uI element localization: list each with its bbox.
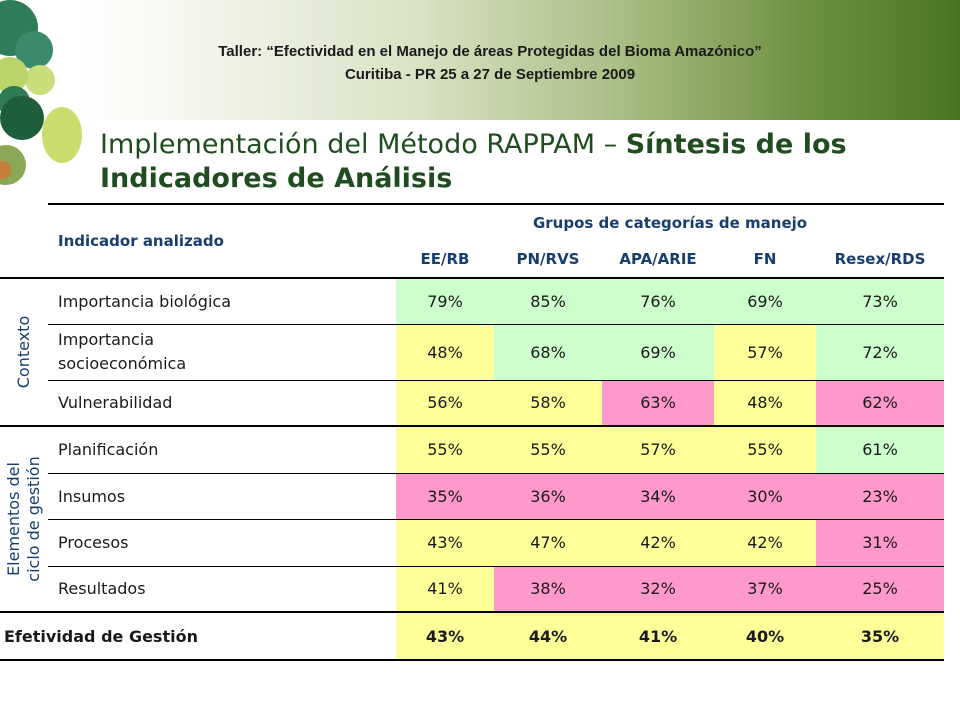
category-gestion-label: Elementos del ciclo de gestión [4, 456, 44, 581]
cell-value: 34% [602, 472, 714, 519]
cell-value: 85% [494, 277, 602, 324]
category-contexto-label: Contexto [14, 315, 33, 389]
cell-value: 55% [714, 425, 816, 473]
cell-value: 72% [816, 323, 945, 380]
column-header-row: EE/RB PN/RVS APA/ARIE FN Resex/RDS [0, 240, 944, 278]
cell-value: 38% [494, 565, 602, 612]
cell-value: 25% [816, 565, 945, 612]
cell-value: 37% [714, 565, 816, 612]
group-header: Grupos de categorías de manejo [396, 203, 945, 240]
cell-value: 42% [602, 518, 714, 566]
table-header-row: Indicador analizado Grupos de categorías… [0, 203, 945, 278]
cell-value: 36% [494, 472, 602, 519]
col-header-fn: FN [753, 249, 777, 268]
total-value: 43% [396, 611, 494, 661]
title-normal: Implementación del Método RAPPAM – [100, 129, 626, 160]
row-label: Insumos [48, 472, 396, 519]
total-row: Efetividad de Gestión 43% 44% 41% 40% 35… [0, 611, 945, 661]
category-gestion-line2: ciclo de gestión [24, 456, 43, 582]
row-label: Importancia socioeconómica [48, 323, 396, 380]
page-title: Implementación del Método RAPPAM – Sínte… [100, 128, 940, 196]
cell-value: 58% [494, 379, 602, 426]
table-row: Procesos 43% 47% 42% 42% 31% [0, 518, 945, 566]
total-label: Efetividad de Gestión [0, 611, 396, 661]
cell-value: 57% [714, 323, 816, 380]
total-value: 40% [714, 611, 816, 661]
cell-value: 62% [816, 379, 945, 426]
cell-value: 41% [396, 565, 494, 612]
header-banner: Taller: “Efectividad en el Manejo de áre… [0, 0, 960, 120]
row-label: Vulnerabilidad [48, 379, 396, 426]
col-header-ee-rb: EE/RB [420, 249, 470, 268]
row-label: Planificación [48, 425, 396, 473]
cell-value: 79% [396, 277, 494, 324]
table-row: Resultados 41% 38% 32% 37% 25% [0, 565, 945, 612]
category-gestion: Elementos del ciclo de gestión [0, 425, 48, 612]
cell-value: 73% [816, 277, 945, 324]
cell-value: 35% [396, 472, 494, 519]
cell-value: 23% [816, 472, 945, 519]
cell-value: 47% [494, 518, 602, 566]
table-row: Importancia socioeconómica 48% 68% 69% 57… [0, 323, 945, 380]
workshop-date: Curitiba - PR 25 a 27 de Septiembre 2009 [344, 66, 636, 83]
indicators-table: Indicador analizado Grupos de categorías… [0, 203, 945, 661]
cell-value: 43% [396, 518, 494, 566]
cell-value: 55% [396, 425, 494, 473]
row-label: Resultados [48, 565, 396, 612]
col-header-apa-arie: APA/ARIE [619, 249, 697, 268]
title-bold: Síntesis de los Indicadores de Análisis [100, 129, 847, 194]
cell-value: 48% [396, 323, 494, 380]
table-row: Insumos 35% 36% 34% 30% 23% [0, 472, 945, 519]
total-value: 44% [494, 611, 602, 661]
category-gestion-line1: Elementos del [4, 462, 23, 576]
table-row: Vulnerabilidad 56% 58% 63% 48% 62% [0, 379, 945, 426]
cell-value: 48% [714, 379, 816, 426]
cell-value: 69% [714, 277, 816, 324]
workshop-info: Taller: “Efectividad en el Manejo de áre… [60, 40, 920, 86]
decorative-circles-icon [0, 0, 82, 185]
cell-value: 63% [602, 379, 714, 426]
table-row: Elementos del ciclo de gestión Planifica… [0, 425, 945, 612]
table-row: Contexto Importancia biológica 79% 85% 7… [0, 277, 945, 426]
col-header-pn-rvs: PN/RVS [516, 249, 580, 268]
cell-value: 57% [602, 425, 714, 473]
cell-value: 56% [396, 379, 494, 426]
cell-value: 31% [816, 518, 945, 566]
row-label: Procesos [48, 518, 396, 566]
row-label: Importancia biológica [48, 277, 396, 324]
cell-value: 32% [602, 565, 714, 612]
workshop-title: Taller: “Efectividad en el Manejo de áre… [218, 43, 762, 60]
category-contexto: Contexto [0, 277, 48, 426]
col-header-resex-rds: Resex/RDS [834, 249, 926, 268]
cell-value: 42% [714, 518, 816, 566]
cell-value: 69% [602, 323, 714, 380]
cell-value: 68% [494, 323, 602, 380]
cell-value: 30% [714, 472, 816, 519]
cell-value: 55% [494, 425, 602, 473]
total-value: 35% [816, 611, 945, 661]
indicator-header: Indicador analizado [48, 203, 396, 278]
cell-value: 76% [602, 277, 714, 324]
cell-value: 61% [816, 425, 945, 473]
total-value: 41% [602, 611, 714, 661]
